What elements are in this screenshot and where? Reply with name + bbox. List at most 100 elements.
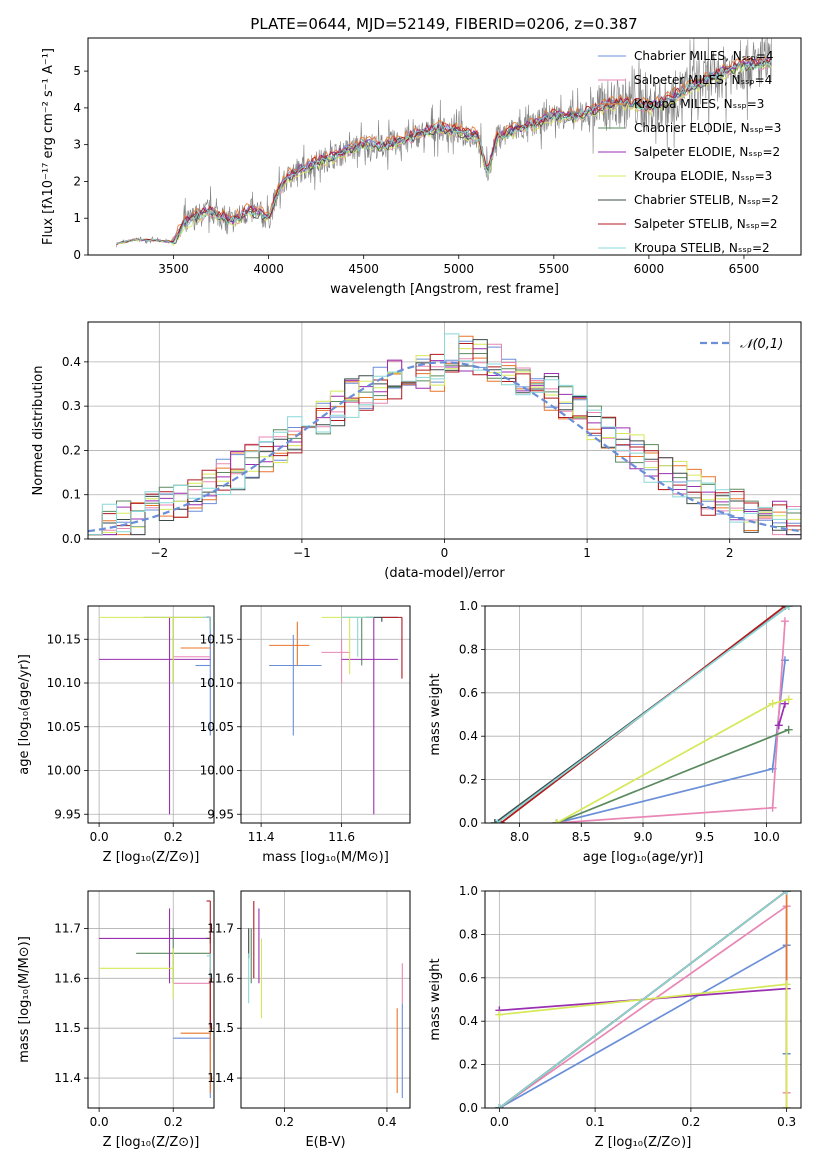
x-tick-label: 5000 bbox=[443, 262, 474, 276]
y-tick-label: 11.5 bbox=[207, 1021, 234, 1035]
x-tick-label: 0.1 bbox=[586, 1115, 605, 1129]
weight-line-kroupa_elodie bbox=[499, 983, 788, 1108]
y-tick-label: 10.05 bbox=[47, 720, 81, 734]
spectrum-plot bbox=[116, 38, 772, 248]
y-tick-label: 0.4 bbox=[62, 355, 81, 369]
y-tick-label: 1.0 bbox=[459, 884, 478, 898]
y-tick-label: 10.10 bbox=[200, 676, 234, 690]
x-tick-label: 0.4 bbox=[377, 1115, 396, 1129]
y-tick-label: 10.00 bbox=[47, 764, 81, 778]
y-tick-label: 1 bbox=[73, 211, 81, 225]
plot-layer bbox=[88, 38, 801, 1108]
weight-line-salpeter_miles bbox=[556, 621, 786, 823]
legend-label-salpeter_miles: Salpeter MILES, Nₛₛₚ=4 bbox=[634, 73, 772, 87]
axes-layer: 3500 4000 4500 5000 5500 6000 6500 0 1 2 3 4 5 wavele… bbox=[17, 37, 802, 1150]
legend-label-salpeter_elodie: Salpeter ELODIE, Nₛₛₚ=2 bbox=[634, 145, 780, 159]
x-axis-label: Z [log₁₀(Z/Z⊙)] bbox=[103, 1135, 200, 1150]
y-tick-label: 10.05 bbox=[200, 720, 234, 734]
weight-marker-chabrier_elodie bbox=[784, 725, 793, 734]
x-axis-label: E(B-V) bbox=[305, 1135, 345, 1150]
y-tick-label: 0.2 bbox=[459, 773, 478, 787]
weight-line-kroupa_elodie bbox=[556, 698, 789, 823]
x-tick-label: 11.6 bbox=[328, 830, 355, 844]
legend-label-chabrier_elodie: Chabrier ELODIE, Nₛₛₚ=3 bbox=[634, 121, 781, 135]
y-tick-label: 0.6 bbox=[459, 686, 478, 700]
x-tick-label: 3500 bbox=[158, 262, 189, 276]
legend-label-salpeter_stelib: Salpeter STELIB, Nₛₛₚ=2 bbox=[634, 217, 778, 231]
weight-marker-kroupa_stelib bbox=[495, 1104, 504, 1108]
y-tick-label: 0 bbox=[73, 248, 81, 262]
y-tick-label: 11.6 bbox=[207, 971, 234, 985]
mass_Z-frame bbox=[87, 890, 215, 1109]
x-tick-label: 0.2 bbox=[275, 1115, 294, 1129]
legend-label-kroupa_miles: Kroupa MILES, Nₛₛₚ=3 bbox=[634, 97, 764, 111]
y-tick-label: 0.4 bbox=[459, 1014, 478, 1028]
y-tick-label: 3 bbox=[73, 138, 81, 152]
model-spectrum-kroupa_stelib bbox=[116, 58, 772, 244]
y-axis-label: Normed distribution bbox=[31, 366, 46, 496]
y-tick-label: 2 bbox=[73, 174, 81, 188]
age_Z-frame bbox=[87, 605, 215, 824]
age_Z-plot bbox=[88, 606, 214, 823]
x-tick-label: 11.4 bbox=[248, 830, 275, 844]
x-tick-label: 6500 bbox=[729, 262, 760, 276]
legend-label-chabrier_miles: Chabrier MILES, Nₛₛₚ=4 bbox=[634, 49, 774, 63]
y-tick-label: 0.8 bbox=[459, 927, 478, 941]
legend-label-chabrier_stelib: Chabrier STELIB, Nₛₛₚ=2 bbox=[634, 193, 779, 207]
y-tick-label: 11.7 bbox=[207, 921, 234, 935]
y-tick-label: 0.0 bbox=[459, 816, 478, 830]
weight-line-chabrier_miles bbox=[498, 943, 788, 1108]
y-tick-label: 1.0 bbox=[459, 599, 478, 613]
histogram-kroupa_stelib bbox=[88, 333, 801, 536]
y-tick-label: 0.3 bbox=[62, 399, 81, 413]
weight-marker-chabrier_stelib bbox=[490, 819, 499, 823]
histogram-kroupa_miles bbox=[88, 335, 801, 536]
y-axis-label: mass weight bbox=[428, 673, 443, 755]
x-tick-label: 0.0 bbox=[90, 1115, 109, 1129]
mass_ebv-plot bbox=[241, 891, 410, 1108]
weight-marker-kroupa_elodie bbox=[552, 819, 561, 823]
y-axis-label: mass weight bbox=[428, 958, 443, 1040]
weight-line-chabrier_miles bbox=[556, 660, 786, 823]
weight-marker-kroupa_stelib bbox=[784, 606, 793, 610]
x-tick-label: 9.0 bbox=[633, 830, 652, 844]
age_mass-plot bbox=[241, 606, 410, 823]
weight-marker-kroupa_elodie bbox=[782, 980, 791, 989]
y-tick-label: 0.2 bbox=[459, 1058, 478, 1072]
legend-label-kroupa_stelib: Kroupa STELIB, Nₛₛₚ=2 bbox=[634, 241, 770, 255]
massweight_Z-plot bbox=[485, 891, 801, 1108]
x-tick-label: 8.5 bbox=[572, 830, 591, 844]
y-tick-label: 11.5 bbox=[54, 1021, 81, 1035]
y-tick-label: 11.4 bbox=[207, 1071, 234, 1085]
x-tick-label: 2 bbox=[726, 546, 734, 560]
x-axis-label: Z [log₁₀(Z/Z⊙)] bbox=[595, 1135, 692, 1150]
y-tick-label: 4 bbox=[73, 101, 81, 115]
x-tick-label: 0.3 bbox=[777, 1115, 796, 1129]
x-tick-label: 1 bbox=[583, 546, 591, 560]
massweight_Z-frame bbox=[484, 890, 802, 1109]
y-tick-label: 10.00 bbox=[200, 764, 234, 778]
mass_Z-plot bbox=[88, 891, 214, 1108]
y-tick-label: 9.95 bbox=[207, 807, 234, 821]
weight-marker-kroupa_elodie bbox=[782, 1104, 791, 1108]
y-tick-label: 5 bbox=[73, 64, 81, 78]
x-tick-label: −2 bbox=[150, 546, 168, 560]
weight-marker-salpeter_miles bbox=[768, 803, 777, 812]
weight-line-kroupa_stelib bbox=[498, 891, 788, 1108]
weight-marker-kroupa_elodie bbox=[784, 695, 793, 704]
y-axis-label: mass [log₁₀(M/M⊙)] bbox=[17, 936, 32, 1063]
y-tick-label: 10.10 bbox=[47, 676, 81, 690]
legend-label-kroupa_elodie: Kroupa ELODIE, Nₛₛₚ=3 bbox=[634, 169, 772, 183]
x-tick-label: 0.2 bbox=[164, 830, 183, 844]
weight-line-kroupa_stelib bbox=[496, 606, 790, 823]
legend-label-normal: 𝒩(0,1) bbox=[740, 337, 783, 352]
weight-line-salpeter_elodie bbox=[777, 703, 786, 726]
y-tick-label: 0.2 bbox=[62, 443, 81, 457]
mass_ebv-frame bbox=[240, 890, 411, 1109]
y-tick-label: 0.4 bbox=[459, 729, 478, 743]
y-axis-label: Flux [fλ10⁻¹⁷ erg cm⁻² s⁻¹ A⁻¹] bbox=[41, 48, 56, 245]
y-tick-label: 11.6 bbox=[54, 971, 81, 985]
x-tick-label: 0.2 bbox=[681, 1115, 700, 1129]
x-axis-label: age [log₁₀(age/yr)] bbox=[583, 850, 704, 865]
